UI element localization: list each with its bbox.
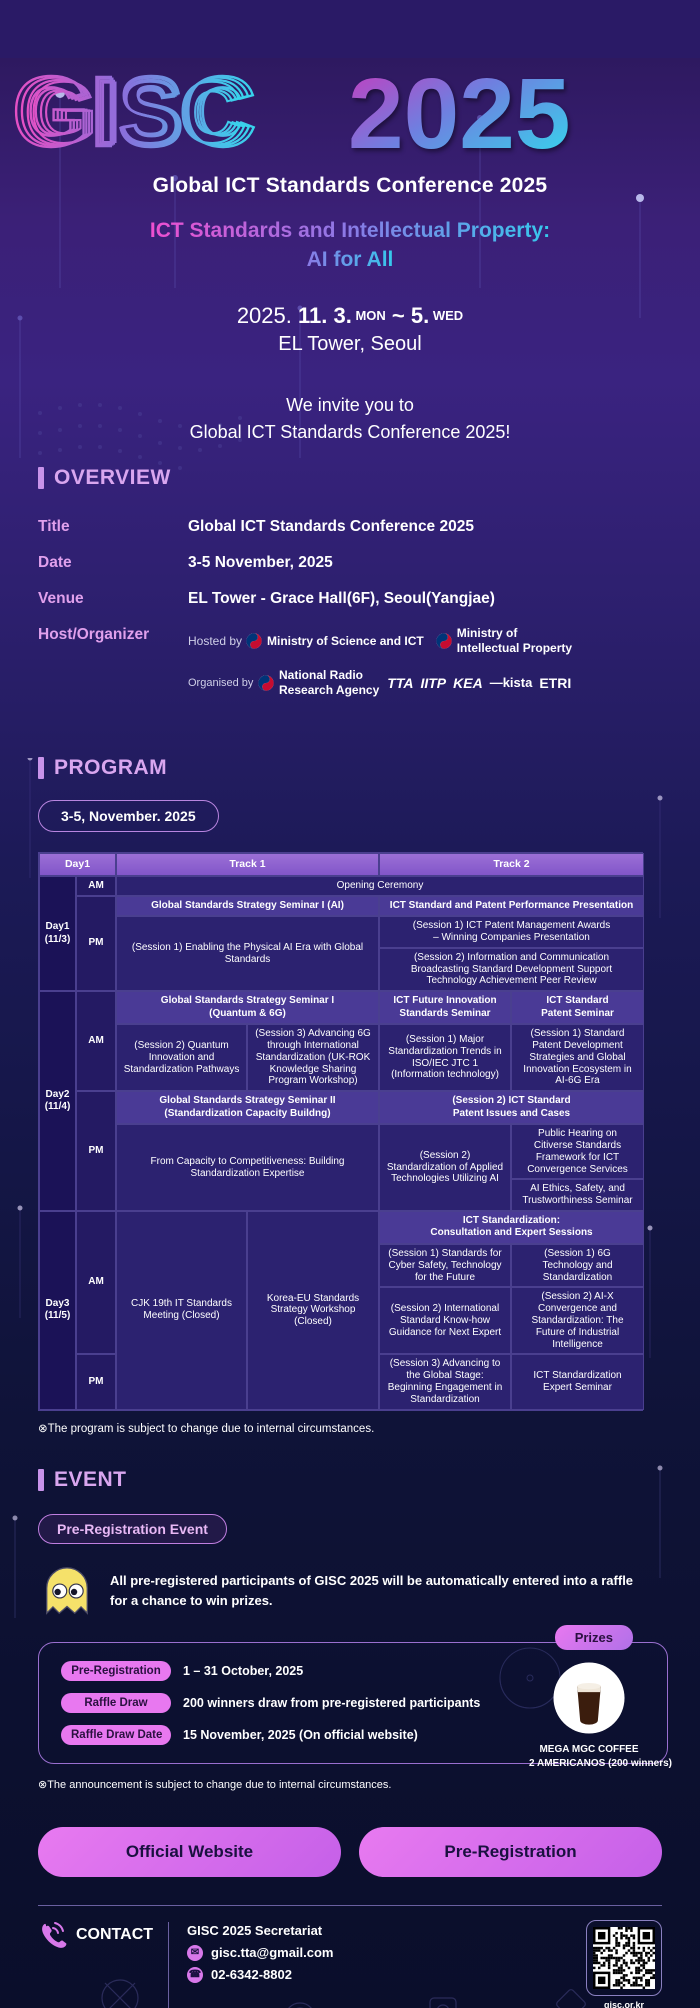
svg-text:GISC: GISC xyxy=(30,65,241,161)
svg-text:2025: 2025 xyxy=(348,58,570,168)
